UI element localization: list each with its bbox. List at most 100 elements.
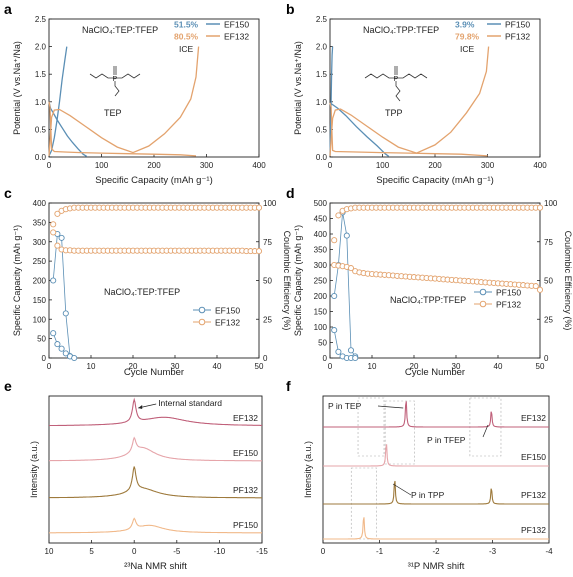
alkyl-chain	[114, 81, 120, 97]
y-axis-label: Potential (V vs.Na⁺/Na)	[12, 41, 22, 135]
y-tick-label: 1.5	[35, 70, 47, 79]
point-PF150-efficiency	[352, 354, 359, 362]
point-PF132-efficiency	[331, 237, 338, 244]
y-tick-label: 0.0	[316, 153, 328, 162]
x-tick-label: 100	[376, 161, 390, 170]
point-EF132-capacity	[50, 221, 57, 228]
legend-label: EF150	[215, 306, 240, 316]
arrow-head	[138, 405, 143, 409]
y-tick-label: 450	[314, 215, 328, 224]
y-axis-label: Specific Capacity (mAh g⁻¹)	[293, 225, 303, 336]
spectrum-PF150	[49, 517, 262, 534]
y2-tick-label: 25	[544, 315, 553, 324]
x-axis-label: ³¹P NMR shift	[408, 561, 465, 572]
molecule-structure	[364, 66, 428, 102]
y-tick-label: 150	[314, 308, 328, 317]
y-tick-label: 200	[33, 277, 47, 286]
y-axis-label: Potential (V vs.Na⁺/Na)	[293, 41, 303, 135]
y2-tick-label: 75	[263, 238, 272, 247]
spectrum-EF150	[323, 444, 549, 467]
legend-label: EF132	[215, 318, 240, 328]
alkyl-chain	[396, 73, 428, 79]
x-tick-label: 10	[45, 547, 54, 556]
point-EF150-capacity	[50, 277, 57, 284]
spectrum-label: PF150	[233, 520, 258, 530]
ice-caption: ICE	[179, 44, 194, 54]
point-PF132-capacity	[532, 283, 539, 290]
curve-EF150-discharge	[48, 101, 88, 157]
y2-axis-label: Coulombic Efficiency (%)	[563, 231, 573, 331]
internal-standard-annotation: Internal standard	[158, 398, 222, 408]
spectrum-EF150	[49, 436, 262, 462]
y2-axis-label: Coulombic Efficiency (%)	[282, 231, 292, 331]
y-tick-label: 1.0	[35, 98, 47, 107]
y-tick-label: 200	[314, 292, 328, 301]
x-tick-label: 300	[200, 161, 214, 170]
y-tick-label: 50	[318, 339, 327, 348]
ice-value: 80.5%	[174, 32, 199, 42]
x-tick-label: -1	[376, 547, 384, 556]
y2-tick-label: 50	[263, 277, 272, 286]
spectrum-EF132	[49, 397, 262, 427]
y-tick-label: 150	[33, 296, 47, 305]
panel-f: f 0 -1 -2 -3 -4 EF132 EF150 PF132 PF132 P in TEP P …	[286, 378, 553, 572]
x-tick-label: 20	[129, 362, 138, 371]
panel-c: c0 10 20 30 40 500501001502002503003504000255…	[4, 185, 292, 378]
legend-marker	[198, 306, 206, 314]
y-tick-label: 400	[33, 199, 47, 208]
y-tick-label: 0.0	[35, 153, 47, 162]
x-tick-label: 100	[95, 161, 109, 170]
legend-marker	[479, 288, 487, 296]
y-tick-label: 250	[314, 277, 328, 286]
alkyl-chain	[395, 81, 401, 102]
electrolyte-annotation: NaClO₄:TEP:TFEP	[104, 287, 180, 297]
x-tick-label: 10	[368, 362, 377, 371]
annotation-arrow	[482, 424, 489, 438]
peak-annotation: P in TFEP	[427, 435, 466, 445]
y-tick-label: 100	[33, 315, 47, 324]
ice-value: 51.5%	[174, 20, 199, 30]
curve-EF132-discharge	[48, 101, 197, 157]
x-tick-label: 30	[452, 362, 461, 371]
x-tick-label: 50	[536, 362, 545, 371]
peak-annotation: P in TEP	[328, 401, 362, 411]
y-tick-label: 2.5	[316, 15, 328, 24]
y-tick-label: 0.5	[316, 125, 328, 134]
panel-letter: e	[4, 378, 12, 394]
y2-tick-label: 75	[544, 238, 553, 247]
legend-label: PF132	[505, 32, 530, 42]
spectrum-label: PF132	[521, 490, 546, 500]
y-tick-label: 350	[314, 246, 328, 255]
x-tick-label: -4	[545, 547, 553, 556]
y2-tick-label: 25	[263, 315, 272, 324]
x-tick-label: -3	[489, 547, 497, 556]
y-tick-label: 1.5	[316, 70, 328, 79]
y2-tick-label: 0	[544, 354, 549, 363]
spectrum-label: PF132	[521, 525, 546, 535]
x-tick-label: 200	[147, 161, 161, 170]
spectrum-label: EF132	[233, 413, 258, 423]
x-axis-label: Specific Capacity (mAh g⁻¹)	[95, 175, 212, 186]
guide-box	[384, 400, 415, 465]
annotation-arrow	[392, 483, 412, 496]
y-tick-label: 2.5	[35, 15, 47, 24]
molecule-structure	[89, 66, 141, 97]
y2-tick-label: 100	[263, 199, 277, 208]
point-PF132-capacity	[347, 265, 355, 272]
x-tick-label: 400	[533, 161, 547, 170]
y-tick-label: 300	[314, 261, 328, 270]
panel-d: d0 10 20 30 40 500501001502002503003504004505…	[286, 185, 573, 378]
point-EF150-efficiency	[62, 350, 69, 357]
y-tick-label: 2.0	[316, 43, 328, 52]
alkyl-chain	[89, 73, 115, 79]
curve-PF132-charge	[329, 46, 490, 156]
point-EF150-efficiency	[71, 354, 78, 362]
legend-label: PF150	[496, 288, 521, 298]
point-EF132-efficiency	[255, 204, 263, 211]
panel-a: a 0 100 200 300 400 0.0 0.5 1.0 1.5 2.0 2.5 Specific…	[4, 1, 266, 186]
y-tick-label: 0.5	[35, 125, 47, 134]
y-tick-label: 400	[314, 230, 328, 239]
x-tick-label: 0	[328, 362, 333, 371]
spectrum-label: EF150	[233, 448, 258, 458]
x-tick-label: 0	[328, 161, 333, 170]
